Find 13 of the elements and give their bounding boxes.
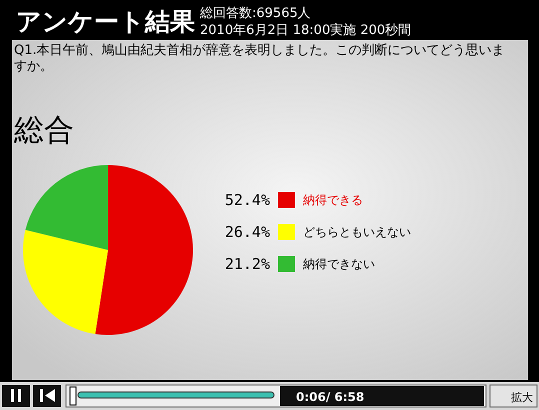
text: 2010年6月2日 18:00実施 200秒間 [200, 22, 412, 38]
chart-subtitle: Q1.本日午前、鳩山由紀夫首相が辞意を表明しました。この判断についてどう思いますか。 [14, 43, 505, 74]
legend-label: どちらともいえない [303, 225, 411, 239]
data-label: 21.2% [224, 255, 270, 273]
data-label: 26.4% [224, 223, 270, 241]
text: 総合 [13, 113, 74, 148]
text: 総回答数:69565人 [199, 6, 311, 21]
text: 拡大 [511, 391, 533, 404]
chart-title: アンケート結果 [16, 7, 195, 36]
data-label: 52.4% [224, 191, 270, 209]
legend-label: 納得できない [303, 257, 375, 271]
legend-label: 納得できる [303, 193, 363, 207]
text: 0:06/ 6:58 [296, 390, 364, 404]
